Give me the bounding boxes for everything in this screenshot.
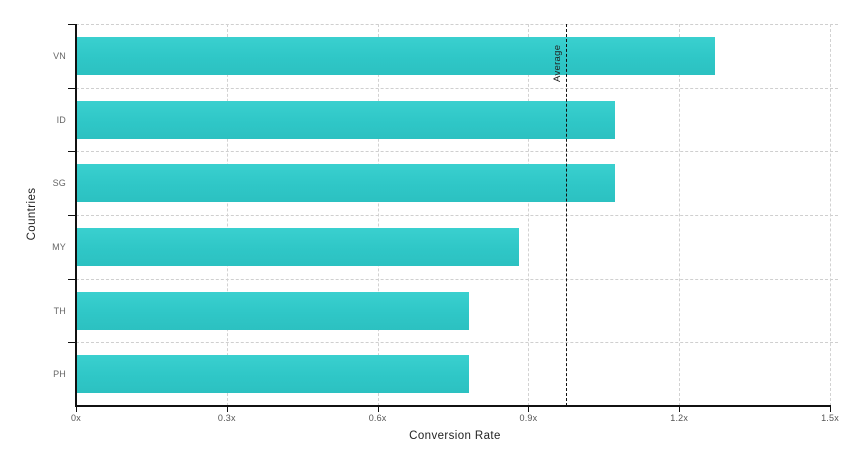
x-tick-label: 0.9x: [519, 413, 538, 423]
bar-vn[interactable]: [77, 36, 716, 75]
y-category-label-th: TH: [53, 305, 66, 316]
y-category-label-ph: PH: [53, 369, 66, 380]
y-axis-tick: [68, 24, 75, 25]
h-gridline: [76, 151, 838, 153]
v-gridline: [528, 24, 530, 406]
v-gridline: [830, 24, 831, 406]
x-axis-line: [75, 405, 831, 407]
x-axis-tick: [76, 407, 77, 412]
y-category-label-id: ID: [56, 114, 66, 125]
x-tick-label: 0.6x: [368, 413, 387, 423]
bar-id[interactable]: [77, 100, 615, 139]
bar-ph[interactable]: [77, 355, 470, 394]
v-gridline: [679, 24, 681, 406]
x-axis-tick: [377, 407, 379, 412]
y-axis-tick: [68, 151, 75, 153]
x-axis-tick: [830, 407, 831, 412]
v-gridline: [226, 24, 228, 406]
y-axis-tick: [68, 215, 75, 216]
h-gridline: [76, 342, 838, 344]
bar-th[interactable]: [77, 291, 470, 330]
bar-my[interactable]: [77, 227, 520, 266]
bar-sg[interactable]: [77, 164, 615, 203]
average-line-label: Average: [552, 44, 563, 82]
h-gridline: [76, 24, 838, 25]
h-gridline: [76, 215, 838, 216]
y-axis-tick: [68, 342, 75, 344]
y-category-label-sg: SG: [52, 178, 66, 189]
x-axis-tick: [679, 407, 681, 412]
y-category-label-vn: VN: [53, 50, 66, 61]
x-axis-tick: [226, 407, 228, 412]
y-axis-tick: [68, 278, 75, 280]
x-axis-title: Conversion Rate: [409, 430, 501, 442]
v-gridline: [377, 24, 379, 406]
y-axis-title: Countries: [26, 187, 38, 241]
h-gridline: [76, 87, 838, 89]
h-gridline: [76, 278, 838, 280]
x-tick-label: 1.2x: [670, 413, 689, 423]
y-axis-line: [75, 24, 77, 407]
y-axis-tick: [68, 87, 75, 89]
average-reference-line: [566, 24, 568, 406]
x-tick-label: 0x: [71, 413, 81, 423]
x-tick-label: 1.5x: [821, 413, 839, 423]
x-tick-label: 0.3x: [217, 413, 236, 423]
y-category-label-my: MY: [52, 241, 66, 252]
x-axis-tick: [528, 407, 530, 412]
